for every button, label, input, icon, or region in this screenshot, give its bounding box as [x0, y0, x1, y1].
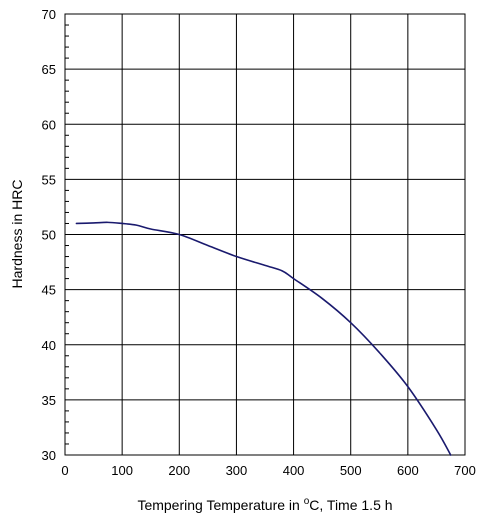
x-tick-label-2: 200 [168, 463, 190, 478]
y-tick-label-7: 65 [42, 62, 56, 77]
plot-frame [64, 13, 466, 456]
y-tick-label-8: 70 [42, 7, 56, 22]
x-tick-labels: 0 100 200 300 400 500 600 700 [61, 463, 475, 478]
x-tick-label-1: 100 [111, 463, 133, 478]
x-tick-label-4: 400 [283, 463, 305, 478]
series-layer [75, 221, 452, 456]
x-tick-label-6: 600 [397, 463, 419, 478]
x-tick-label-0: 0 [61, 463, 68, 478]
series-line-0 [75, 221, 452, 456]
y-tick-label-4: 50 [42, 228, 56, 243]
grid [65, 14, 465, 455]
x-axis-title-after: C, Time 1.5 h [309, 497, 392, 513]
x-tick-label-7: 700 [454, 463, 476, 478]
x-axis-title-before: Tempering Temperature in [137, 497, 303, 513]
x-axis-title: Tempering Temperature in oC, Time 1.5 h [137, 496, 392, 513]
y-tick-labels: 30 35 40 45 50 55 60 65 70 [42, 7, 56, 463]
y-tick-label-2: 40 [42, 338, 56, 353]
y-tick-label-5: 55 [42, 172, 56, 187]
x-tick-label-5: 500 [340, 463, 362, 478]
y-tick-label-6: 60 [42, 117, 56, 132]
x-tick-label-3: 300 [226, 463, 248, 478]
y-tick-label-0: 30 [42, 448, 56, 463]
minor-ticks [65, 24, 69, 445]
y-tick-label-3: 45 [42, 283, 56, 298]
x-axis-title-degree: o [304, 496, 310, 507]
y-tick-label-1: 35 [42, 393, 56, 408]
y-axis-title: Hardness in HRC [9, 180, 25, 289]
